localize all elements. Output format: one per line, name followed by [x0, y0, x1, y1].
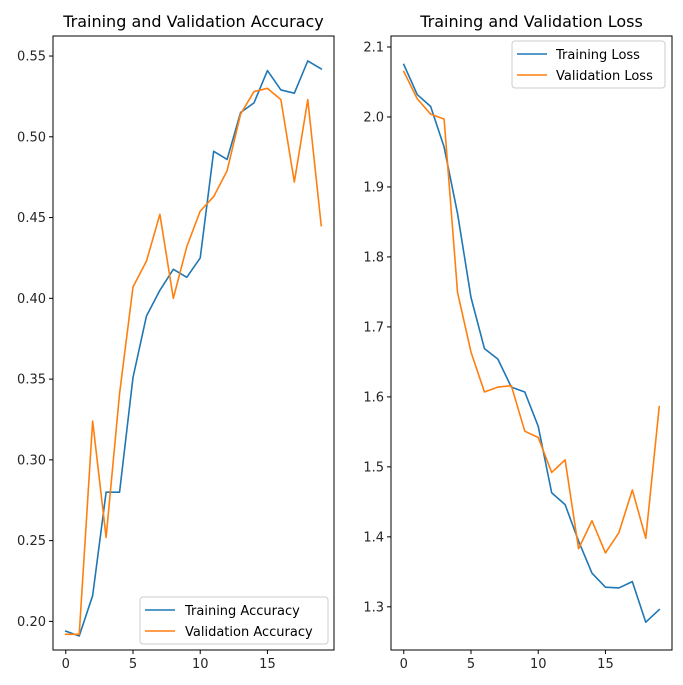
loss-y-tick-label: 1.3 [363, 600, 384, 615]
loss-x-tick-label: 15 [597, 657, 614, 672]
accuracy-legend-label-validation: Validation Accuracy [185, 625, 313, 640]
accuracy-y-ticks: 0.20 0.25 0.30 0.35 0.40 0.45 0.50 0.55 [17, 50, 53, 630]
accuracy-series-lines [64, 60, 323, 637]
loss-chart-title: Training and Validation Loss [419, 12, 643, 31]
accuracy-legend-box [139, 596, 329, 645]
accuracy-x-tick-label: 0 [62, 657, 70, 672]
loss-x-tick-label: 5 [467, 657, 475, 672]
accuracy-x-ticks: 0 5 10 15 [62, 650, 276, 672]
accuracy-y-tick-label: 0.35 [17, 373, 46, 388]
loss-x-tick-label: 10 [530, 657, 547, 672]
loss-x-ticks: 0 5 10 15 [400, 650, 614, 672]
loss-y-ticks: 1.3 1.4 1.5 1.6 1.7 1.8 1.9 2.0 2.1 [363, 40, 391, 615]
loss-legend-label-validation: Validation Loss [556, 69, 653, 84]
loss-y-tick-label: 1.4 [363, 530, 384, 545]
validation-loss-line [402, 70, 661, 554]
accuracy-legend-label-training: Training Accuracy [184, 604, 300, 619]
accuracy-x-tick-label: 10 [192, 657, 209, 672]
loss-legend: Training Loss Validation Loss [511, 40, 666, 89]
validation-accuracy-line [64, 87, 323, 636]
accuracy-y-tick-label: 0.45 [17, 211, 46, 226]
loss-y-tick-label: 1.7 [363, 320, 384, 335]
accuracy-x-tick-label: 15 [259, 657, 276, 672]
accuracy-axes-frame [52, 35, 335, 651]
training-accuracy-line [64, 60, 323, 637]
loss-y-tick-label: 2.1 [363, 40, 384, 55]
accuracy-y-tick-label: 0.25 [17, 534, 46, 549]
accuracy-y-tick-label: 0.55 [17, 50, 46, 65]
loss-y-tick-label: 1.5 [363, 460, 384, 475]
accuracy-x-tick-label: 5 [129, 657, 137, 672]
loss-series-lines [402, 63, 661, 624]
loss-y-tick-label: 1.8 [363, 250, 384, 265]
loss-legend-box [511, 40, 666, 89]
loss-y-tick-label: 2.0 [363, 110, 384, 125]
loss-y-tick-label: 1.9 [363, 180, 384, 195]
loss-legend-label-training: Training Loss [555, 48, 640, 63]
accuracy-y-tick-label: 0.30 [17, 453, 46, 468]
accuracy-y-tick-label: 0.50 [17, 130, 46, 145]
accuracy-y-tick-label: 0.20 [17, 615, 46, 630]
loss-y-tick-label: 1.6 [363, 390, 384, 405]
accuracy-chart: Training and Validation Accuracy 0 5 10 15 … [17, 12, 335, 672]
loss-axes-frame [390, 35, 673, 651]
accuracy-y-tick-label: 0.40 [17, 292, 46, 307]
loss-x-tick-label: 0 [400, 657, 408, 672]
accuracy-chart-title: Training and Validation Accuracy [62, 12, 324, 31]
loss-chart: Training and Validation Loss 0 5 10 15 1.31… [363, 12, 673, 672]
accuracy-legend: Training Accuracy Validation Accuracy [139, 596, 329, 645]
